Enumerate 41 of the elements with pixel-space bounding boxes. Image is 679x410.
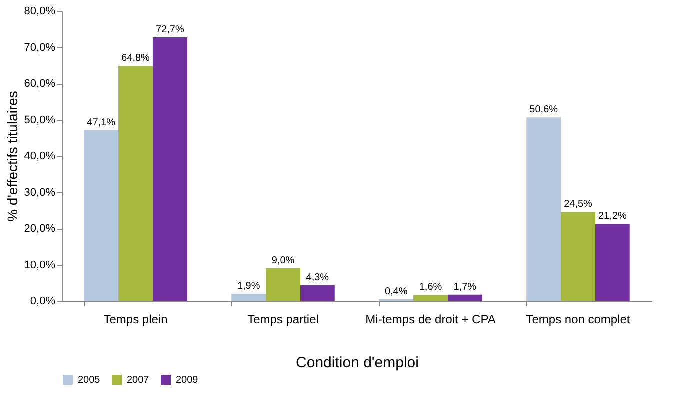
data-label: 1,6% (419, 282, 442, 294)
data-label: 1,7% (454, 282, 477, 293)
x-tick-label: Temps partiel (248, 312, 319, 326)
bar (448, 294, 482, 301)
data-label: 72,7% (156, 24, 184, 36)
bar (84, 130, 119, 301)
bar (414, 295, 448, 301)
x-tick-label: Temps plein (104, 312, 168, 326)
bar (152, 37, 188, 301)
y-tick-label: 70,0% (24, 42, 56, 54)
data-label: 50,6% (530, 104, 558, 116)
bar (300, 285, 335, 301)
y-tick-label: 0,0% (30, 296, 56, 308)
x-axis-title: Condition d'emploi (296, 354, 419, 372)
y-tick-label: 80,0% (24, 6, 56, 18)
legend-label: 2007 (127, 375, 150, 386)
legend-label: 2005 (78, 375, 101, 386)
x-tick-label: Temps non complet (526, 312, 631, 326)
y-tick-label: 40,0% (24, 150, 56, 162)
y-tick-label: 20,0% (24, 223, 56, 235)
data-label: 21,2% (598, 211, 627, 222)
bar (232, 294, 266, 301)
y-tick-label: 30,0% (24, 186, 56, 199)
y-tick-label: 10,0% (24, 259, 56, 272)
bar (595, 224, 630, 301)
bar (561, 212, 596, 301)
data-label: 0,4% (384, 286, 408, 298)
data-label: 47,1% (87, 117, 116, 128)
x-tick-label: Mi-temps de droit + CPA (366, 312, 496, 326)
bar (266, 268, 300, 301)
bar (118, 66, 153, 301)
data-label: 9,0% (272, 255, 295, 266)
y-tick-label: 60,0% (24, 78, 56, 90)
y-axis-title: % d'effectifs titulaires (4, 91, 20, 222)
legend-label: 2009 (176, 375, 199, 386)
data-label: 24,5% (564, 199, 593, 210)
bar (526, 118, 562, 301)
data-label: 1,9% (237, 281, 260, 292)
data-label: 64,8% (122, 53, 150, 64)
y-tick-label: 50,0% (24, 114, 56, 126)
data-label: 4,3% (306, 272, 330, 284)
